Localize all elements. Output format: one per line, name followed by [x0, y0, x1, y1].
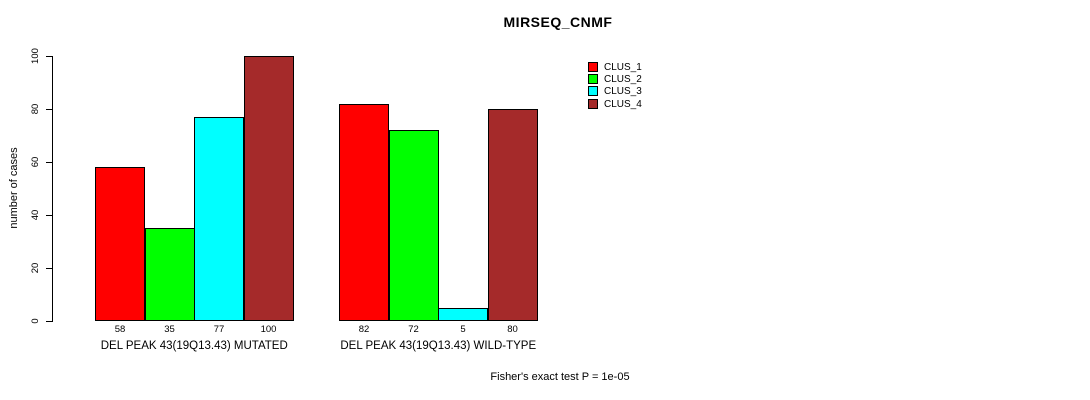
y-tick [46, 109, 52, 110]
legend-swatch-icon [588, 74, 598, 85]
y-axis-line [52, 56, 53, 322]
bar-clus_1-group1 [95, 167, 145, 321]
y-tick [46, 215, 52, 216]
bar-value-label: 5 [460, 324, 466, 335]
footnote-annotation: Fisher's exact test P = 1e-05 [490, 371, 630, 383]
bar-value-label: 80 [507, 324, 518, 335]
legend-swatch-icon [588, 98, 598, 109]
y-tick [46, 162, 52, 163]
bar-clus_2-group1 [144, 228, 195, 321]
category-label: DEL PEAK 43(19Q13.43) WILD-TYPE [340, 340, 537, 352]
legend-swatch-icon [588, 62, 598, 72]
legend-label: CLUS_1 [604, 62, 642, 73]
legend-swatch-icon [588, 86, 598, 97]
bar-value-label: 35 [164, 324, 175, 335]
y-tick-label: 0 [30, 318, 41, 324]
bar-clus_4-group1 [243, 56, 294, 321]
y-axis-label: number of cases [8, 147, 20, 229]
y-tick-label: 60 [30, 156, 41, 168]
y-tick [46, 56, 52, 57]
bar-clus_1-group2 [339, 103, 389, 321]
bar-clus_3-group1 [194, 116, 244, 321]
bar-clus_4-group2 [487, 109, 538, 321]
category-label: DEL PEAK 43(19Q13.43) MUTATED [100, 340, 288, 352]
legend-label: CLUS_4 [604, 98, 642, 110]
y-tick-label: 100 [30, 48, 41, 64]
bar-value-label: 77 [213, 324, 225, 335]
bar-value-label: 58 [114, 324, 126, 335]
y-tick [46, 268, 52, 269]
legend-label: CLUS_2 [604, 74, 642, 86]
y-tick [46, 321, 52, 322]
bar-clus_2-group2 [388, 130, 439, 321]
bar-value-label: 82 [358, 324, 370, 335]
bar-value-label: 100 [260, 324, 277, 335]
bar-clus_3-group2 [438, 307, 488, 321]
y-tick-label: 40 [30, 209, 41, 221]
bar-value-label: 72 [408, 324, 419, 335]
y-tick-label: 80 [30, 103, 41, 115]
legend-label: CLUS_3 [604, 86, 642, 98]
y-tick-label: 20 [30, 262, 41, 274]
chart-title: MIRSEQ_CNMF [503, 14, 613, 30]
